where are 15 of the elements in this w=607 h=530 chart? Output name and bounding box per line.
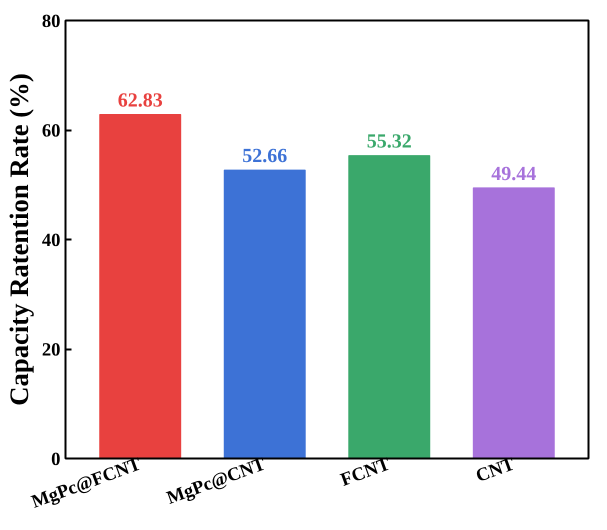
bar (472, 187, 555, 458)
y-tick-label: 80 (42, 11, 60, 32)
data-label: 49.44 (491, 162, 536, 185)
data-label: 62.83 (118, 90, 163, 112)
y-axis-title: Capacity Ratention Rate (%) (4, 73, 34, 406)
x-tick-label: CNT (473, 453, 518, 487)
y-tick-label: 40 (42, 230, 60, 251)
y-tick-label: 60 (42, 120, 60, 142)
bar (348, 155, 430, 458)
bar (99, 114, 182, 458)
data-label: 52.66 (242, 145, 288, 168)
data-label: 55.32 (366, 130, 412, 153)
y-tick-label: 20 (42, 340, 60, 360)
x-tick-label: FCNT (338, 453, 394, 491)
bar (224, 170, 306, 458)
